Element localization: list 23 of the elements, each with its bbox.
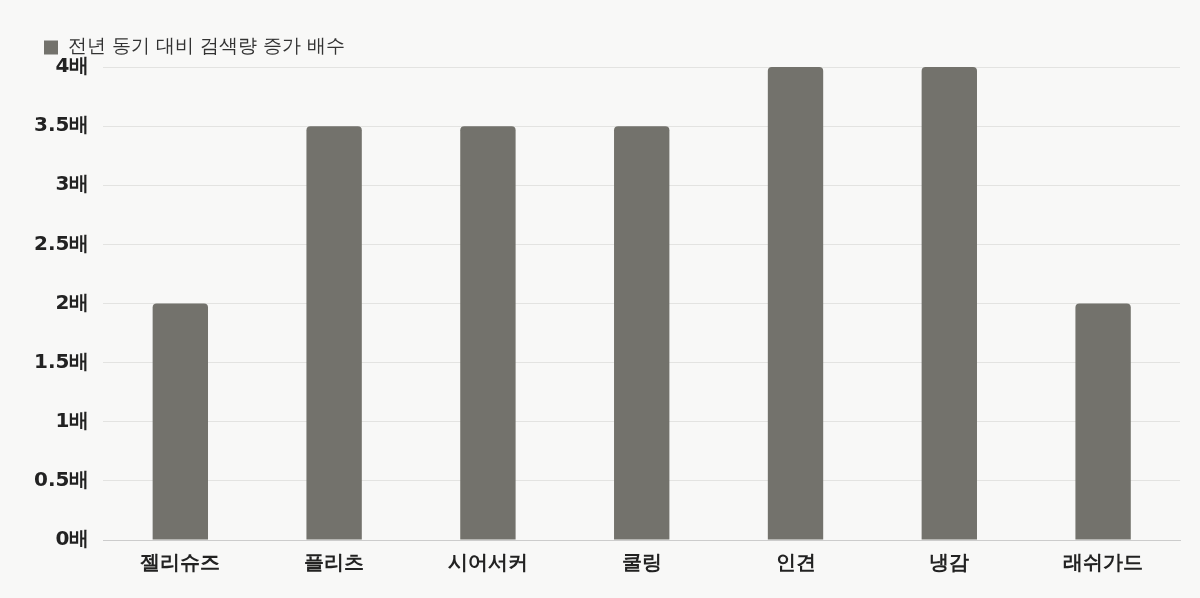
y-tick-label: 0.5배 [33, 467, 90, 492]
x-tick-label: 냉감 [929, 550, 970, 575]
y-tick-label: 0배 [55, 526, 90, 551]
x-tick-label: 젤리슈즈 [140, 550, 221, 575]
legend-label: 전년 동기 대비 검색량 증가 배수 [67, 34, 345, 57]
y-tick-label: 3배 [55, 171, 90, 196]
x-tick-label: 쿨링 [621, 550, 662, 575]
x-tick-label: 인견 [775, 550, 816, 575]
bar [767, 67, 824, 540]
x-tick-label: 래쉬가드 [1063, 550, 1144, 575]
y-tick-label: 1.5배 [33, 348, 90, 373]
bar [306, 126, 362, 540]
x-tick-label: 플리츠 [304, 550, 365, 575]
x-tick-label: 시어서커 [447, 550, 528, 575]
y-tick-label: 2.5배 [33, 230, 90, 255]
bar [1075, 303, 1131, 540]
bar [460, 126, 516, 540]
y-tick-label: 2배 [55, 289, 90, 314]
bar [614, 126, 670, 540]
bar [152, 303, 209, 540]
y-tick-label: 1배 [55, 407, 90, 432]
y-tick-label: 3.5배 [33, 112, 90, 137]
bar [921, 67, 977, 540]
